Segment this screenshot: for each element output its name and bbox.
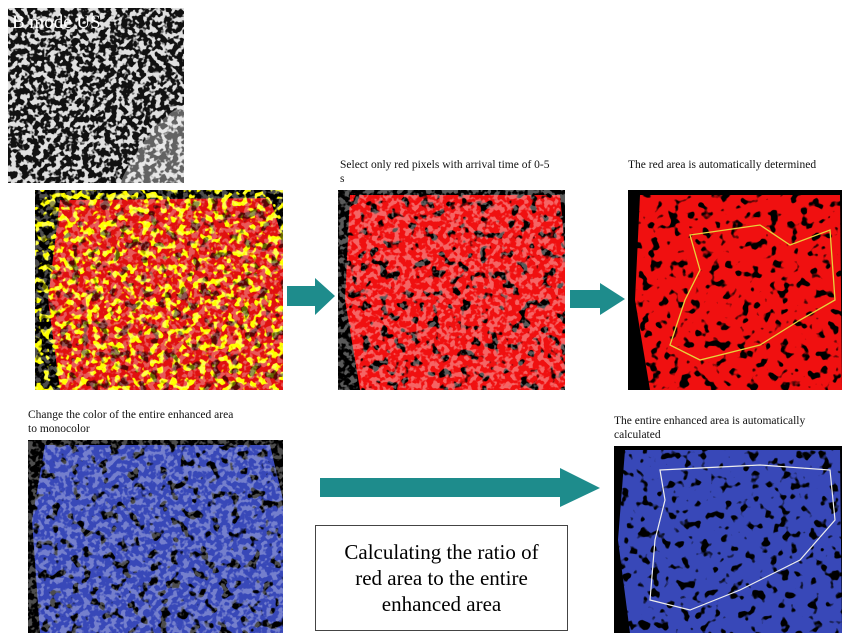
result-box: Calculating the ratio of red area to the…	[315, 525, 568, 631]
panel-arrival-map	[35, 190, 283, 390]
image-label: B mode US	[12, 12, 101, 33]
caption: Select only red pixels with arrival time…	[340, 159, 550, 185]
result-text: Calculating the ratio of red area to the…	[344, 540, 539, 616]
arrow	[570, 283, 625, 315]
panel-red-area	[628, 190, 842, 390]
panel-enhanced-area	[614, 446, 842, 633]
b-mode-image	[8, 8, 184, 183]
caption: The red area is automatically determined	[628, 159, 817, 171]
panel-red-pixels	[338, 190, 565, 390]
caption: Change the color of the entire enhanced …	[28, 409, 234, 435]
arrow	[320, 468, 600, 507]
arrow	[287, 278, 335, 315]
caption: The entire enhanced area is automaticall…	[614, 415, 806, 441]
panel-monocolor	[28, 440, 283, 633]
